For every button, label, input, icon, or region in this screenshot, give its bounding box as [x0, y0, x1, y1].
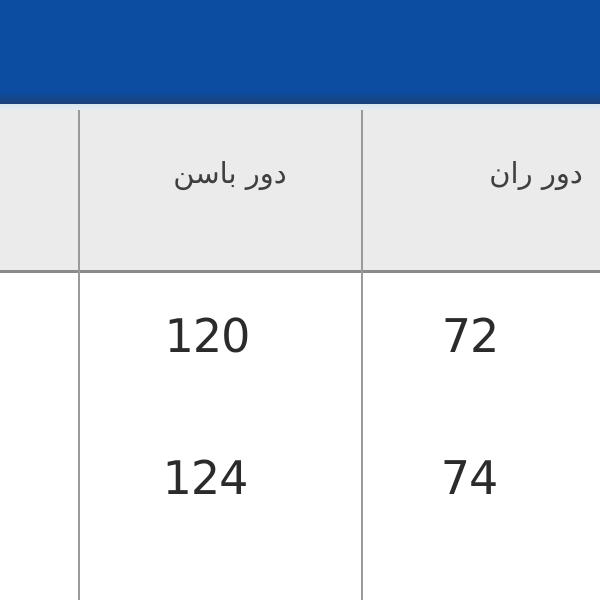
column-border-right: [361, 110, 363, 600]
column-header-thigh-circumference: دور ران: [489, 156, 583, 190]
table-cell-row2-thigh: 74: [440, 451, 499, 505]
table-header-row: [0, 110, 600, 270]
column-header-hip-circumference: دور باسن: [173, 156, 287, 190]
table-cell-row1-hip: 120: [164, 309, 251, 363]
column-border-left: [78, 110, 80, 600]
table-cell-row2-hip: 124: [162, 451, 249, 505]
app-header-bar: [0, 0, 600, 104]
appbar-bottom-glow: [0, 104, 600, 110]
table-cell-row1-thigh: 72: [441, 309, 500, 363]
table-header-bottom-border: [0, 270, 600, 273]
